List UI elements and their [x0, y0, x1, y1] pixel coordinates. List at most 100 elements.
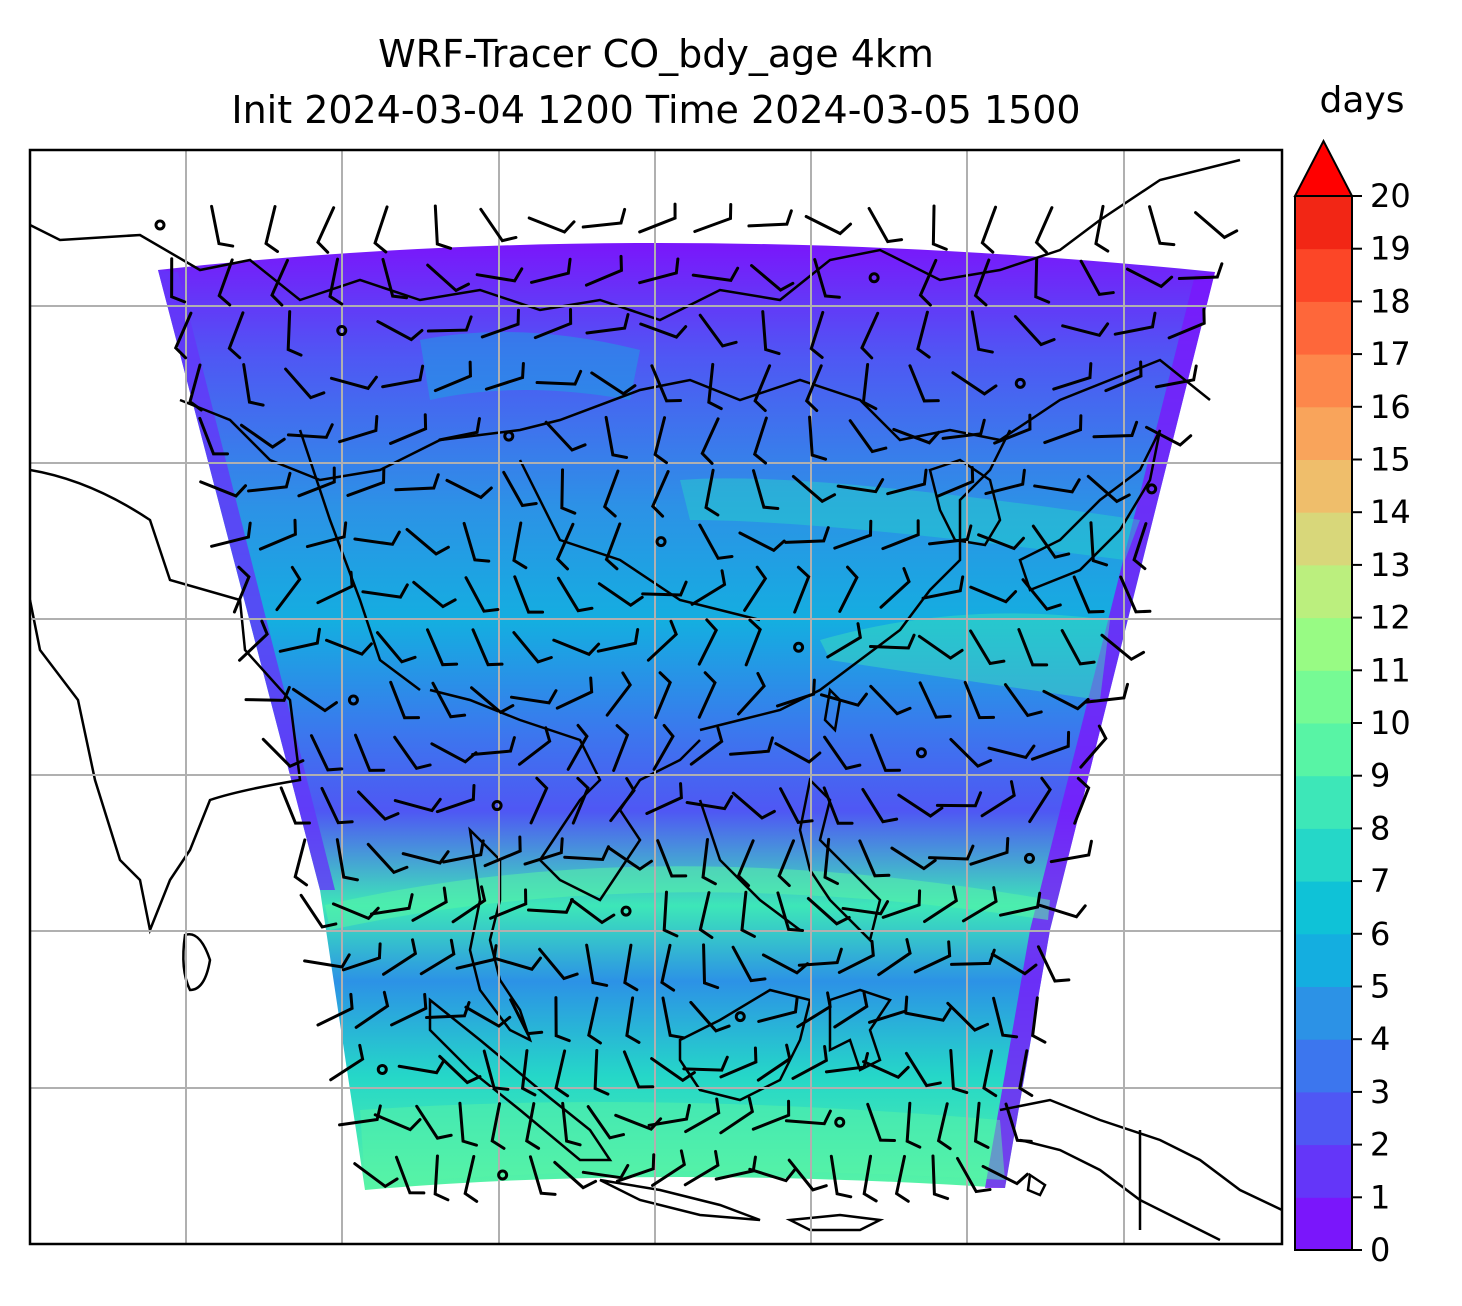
wind-barb — [684, 1097, 721, 1134]
wind-barb — [1003, 683, 1043, 718]
wind-barb — [987, 744, 1036, 760]
calm-wind-marker — [347, 694, 359, 706]
colorbar-segment — [1295, 512, 1352, 566]
wind-barb — [1145, 425, 1193, 447]
wind-barb — [210, 204, 235, 248]
wind-barb — [375, 631, 417, 664]
wind-barb — [806, 896, 851, 926]
calm-wind-marker — [336, 325, 348, 337]
wind-barb — [563, 845, 610, 861]
colorbar-segment — [1295, 933, 1352, 987]
wind-barb — [639, 322, 688, 339]
wind-barb — [689, 726, 724, 766]
wind-barb — [509, 998, 544, 1036]
wind-barb — [747, 209, 793, 228]
colorbar-segment — [1295, 670, 1352, 724]
colorbar-tick-label: 13 — [1370, 546, 1411, 584]
wind-barb — [451, 885, 487, 924]
wind-barb — [892, 427, 941, 445]
wind-barb — [917, 634, 964, 660]
wind-barb — [1089, 521, 1109, 567]
wind-barb — [787, 1158, 828, 1192]
wind-barb — [928, 524, 973, 546]
wind-barb — [244, 685, 291, 702]
wind-barb — [475, 267, 524, 283]
wind-barb — [961, 886, 998, 923]
colorbar-tick-label: 10 — [1370, 704, 1411, 742]
chart-title-line2: Init 2024-03-04 1200 Time 2024-03-05 150… — [231, 88, 1081, 132]
wind-barb — [525, 1102, 541, 1150]
colorbar-tick-label: 18 — [1370, 282, 1411, 320]
wind-barb — [586, 1105, 625, 1140]
wind-barb — [512, 521, 528, 570]
wind-barb — [1060, 629, 1096, 666]
wind-barb — [502, 470, 538, 508]
wind-barb — [904, 1006, 953, 1022]
calm-wind-marker — [497, 1169, 509, 1181]
wind-barb — [704, 468, 720, 517]
wind-barb — [1042, 689, 1090, 711]
wind-barb — [1132, 522, 1148, 571]
colorbar-tick-label: 8 — [1370, 809, 1390, 847]
wind-barb — [823, 837, 840, 886]
wind-barb — [761, 953, 810, 975]
wind-barb — [1018, 1049, 1034, 1097]
wind-barb — [286, 423, 334, 439]
wind-barb — [776, 891, 805, 933]
wind-barb — [731, 945, 767, 983]
wind-barb — [479, 207, 518, 243]
wind-barb — [813, 258, 841, 299]
wind-barb — [329, 375, 378, 391]
wind-barb — [382, 938, 418, 976]
wind-barb — [841, 900, 890, 916]
wind-barb — [471, 736, 516, 756]
colorbar-tick-label: 14 — [1370, 493, 1411, 531]
wind-barb — [471, 628, 504, 667]
wind-barb — [482, 1049, 510, 1091]
wind-barb — [1072, 575, 1105, 614]
wind-barb — [390, 992, 428, 1027]
wind-barb — [927, 844, 975, 861]
wind-barb — [433, 1154, 450, 1202]
wind-barb — [869, 684, 912, 716]
wind-barb — [897, 793, 944, 818]
wind-barb — [353, 530, 401, 546]
colorbar-tick-label: 17 — [1370, 335, 1411, 373]
calm-wind-marker — [1023, 852, 1035, 864]
wind-barb — [751, 1099, 791, 1131]
wind-barb — [1017, 628, 1049, 667]
wind-barb — [949, 737, 993, 768]
wind-barb — [614, 1113, 663, 1131]
wind-barb — [689, 1000, 731, 1033]
wind-barb — [584, 254, 623, 287]
wind-barb — [609, 777, 636, 823]
wind-barb — [729, 736, 774, 756]
wind-barb — [1119, 575, 1152, 614]
wind-barb — [455, 944, 498, 970]
wind-barb — [1167, 307, 1206, 340]
wind-barb — [916, 310, 931, 359]
wind-barb — [970, 310, 994, 354]
wind-barb — [581, 207, 627, 229]
wind-barb — [956, 1156, 992, 1194]
wind-barb — [366, 842, 409, 875]
wind-barb — [796, 991, 832, 1029]
colorbar-tick-label: 16 — [1370, 388, 1411, 426]
wind-barb — [808, 415, 828, 461]
wind-barb — [698, 891, 714, 940]
wind-barb — [590, 371, 637, 396]
wind-barb — [1028, 776, 1052, 824]
wind-barb — [993, 413, 1032, 445]
wind-barb — [463, 1154, 479, 1203]
wind-barb — [415, 1104, 453, 1140]
wind-barb — [239, 423, 286, 449]
wind-barb — [199, 480, 248, 498]
wind-barb — [981, 1164, 1029, 1186]
wind-barb — [969, 585, 1018, 604]
wind-barb — [405, 527, 450, 556]
wind-barb — [935, 791, 983, 808]
calm-wind-marker — [915, 747, 927, 759]
wind-barb — [690, 569, 727, 606]
wind-barb — [1084, 682, 1129, 704]
wind-barb — [661, 996, 686, 1040]
